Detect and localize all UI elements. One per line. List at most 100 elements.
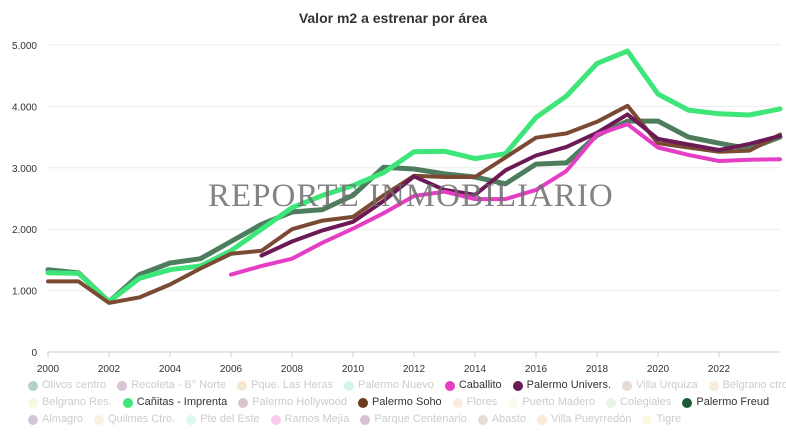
legend-item[interactable]: Palermo Univers. [512,377,612,394]
legend-label: Palermo Univers. [526,379,612,391]
legend-swatch-icon [28,414,38,425]
legend-label: Palermo Soho [371,396,442,408]
series-lines [45,48,783,305]
legend-item[interactable]: Olivos centro [28,377,106,394]
legend-label: Olivos centro [42,379,107,391]
chart-legend: Olivos centro Recoleta - B° Norte Pque. La… [28,377,786,428]
legend-item[interactable]: Pque. Las Heras [237,377,333,394]
legend-item[interactable]: Colegiales [606,394,671,411]
legend-swatch-icon [238,397,249,408]
legend-label: Flores [466,396,498,408]
y-tick-label: 5.000 [12,41,37,52]
legend-item[interactable]: Pte del Este [186,411,260,428]
legend-swatch-icon [477,414,488,425]
legend-row: Belgrano Res. Cañitas - Imprenta Palermo H… [28,394,778,411]
legend-swatch-icon [452,397,463,408]
legend-swatch-icon [622,380,633,391]
legend-label: Villa Pueyrredón [550,413,632,425]
y-tick-label: 4.000 [12,102,37,113]
legend-swatch-icon [444,380,455,391]
legend-swatch-icon [536,414,547,425]
legend-label: Palermo Hollywood [252,396,347,408]
legend-label: Palermo Nuevo [358,379,434,391]
x-tick-label: 2016 [525,364,548,375]
y-tick-label: 0 [31,348,37,359]
x-tick-label: 2014 [464,364,487,375]
legend-label: Cañitas - Imprenta [136,396,228,408]
legend-label: Belgrano ctro. [722,379,786,391]
legend-item[interactable]: Villa Pueyrredón [536,411,632,428]
x-tick-label: 2018 [586,364,609,375]
series-line-palermo-freud[interactable] [45,118,783,305]
legend-item[interactable]: Quilmes Ctro. [93,411,176,428]
legend-swatch-icon [508,397,519,408]
legend-item[interactable]: Ramos Mejía [270,411,350,428]
legend-label: Parque Centenario [374,413,467,425]
series-line-ca-itas-imprenta[interactable] [45,48,783,305]
legend-item[interactable]: Abasto [477,411,526,428]
legend-item[interactable]: Cañitas - Imprenta [122,394,228,411]
legend-swatch-icon [512,380,523,391]
legend-item[interactable]: Palermo Hollywood [238,394,347,411]
watermark: REPORTE INMOBILIARIO [208,178,614,214]
legend-label: Villa Urquiza [636,379,698,391]
legend-swatch-icon [93,414,104,425]
y-axis-ticks: 0 1.000 2.000 3.000 4.000 5.000 [12,41,37,359]
series-line-palermo-univers-[interactable] [259,112,782,258]
legend-label: Ramos Mejía [284,413,350,425]
legend-item[interactable]: Flores [452,394,498,411]
legend-item[interactable]: Puerto Madero [508,394,595,411]
legend-label: Colegiales [620,396,672,408]
legend-item[interactable]: Almagro [28,411,83,428]
legend-item[interactable]: Parque Centenario [360,411,467,428]
legend-swatch-icon [606,397,617,408]
series-line-caballito[interactable] [229,122,782,277]
legend-label: Abasto [491,413,526,425]
legend-item[interactable]: Palermo Soho [357,394,442,411]
y-tick-label: 2.000 [12,225,37,236]
legend-item[interactable]: Tigre [642,411,681,428]
chart-title: Valor m2 a estrenar por área [298,10,488,26]
x-tick-label: 2002 [98,364,121,375]
legend-swatch-icon [682,397,693,408]
legend-item[interactable]: Caballito [444,377,502,394]
legend-swatch-icon [360,414,371,425]
legend-swatch-icon [117,380,128,391]
legend-row: Almagro Quilmes Ctro. Pte del Este Ramos Me… [28,411,778,428]
legend-swatch-icon [237,380,248,391]
legend-swatch-icon [357,397,368,408]
legend-swatch-icon [122,397,133,408]
x-tick-label: 2004 [159,364,182,375]
x-tick-label: 2010 [342,364,365,375]
legend-swatch-icon [186,414,197,425]
legend-row: Olivos centro Recoleta - B° Norte Pque. La… [28,377,786,394]
legend-item[interactable]: Belgrano ctro. [708,377,786,394]
legend-label: Quilmes Ctro. [107,413,176,425]
legend-label: Puerto Madero [522,396,596,408]
legend-label: Caballito [458,379,502,391]
legend-swatch-icon [28,397,38,408]
legend-item[interactable]: Villa Urquiza [622,377,698,394]
legend-label: Pque. Las Heras [251,379,334,391]
legend-label: Recoleta - B° Norte [131,379,227,391]
legend-label: Pte del Este [200,413,260,425]
legend-item[interactable]: Belgrano Res. [28,394,112,411]
legend-swatch-icon [344,380,355,391]
legend-item[interactable]: Palermo Nuevo [344,377,434,394]
x-tick-label: 2012 [403,364,426,375]
legend-label: Almagro [42,413,83,425]
x-tick-label: 2006 [220,364,243,375]
legend-item[interactable]: Recoleta - B° Norte [117,377,226,394]
legend-swatch-icon [270,414,281,425]
y-tick-label: 1.000 [12,287,37,298]
x-tick-label: 2022 [708,364,731,375]
x-tick-label: 2000 [37,364,60,375]
legend-item[interactable]: Palermo Freud [682,394,769,411]
y-tick-label: 3.000 [12,164,37,175]
x-axis-ticks: 2000 2002 2004 2006 2008 2010 2012 2014 2016 2018… [37,352,731,375]
legend-label: Tigre [656,413,682,425]
legend-label: Belgrano Res. [42,396,112,408]
legend-swatch-icon [708,380,719,391]
legend-label: Palermo Freud [696,396,770,408]
